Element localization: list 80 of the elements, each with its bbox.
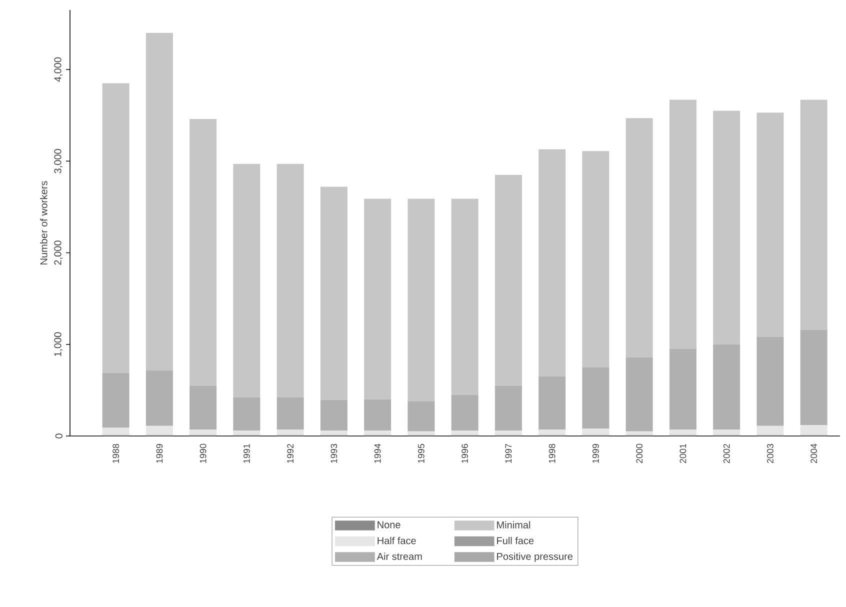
bar	[320, 430, 348, 436]
bar	[626, 118, 653, 358]
y-tick-label: 0	[55, 434, 62, 438]
bar	[669, 430, 696, 436]
x-tick-label: 1992	[287, 444, 294, 463]
bar	[669, 100, 696, 349]
bar	[102, 372, 130, 428]
bar	[102, 428, 130, 436]
bar	[364, 198, 392, 400]
x-tick-label: 1990	[200, 444, 206, 463]
bar	[451, 430, 478, 436]
bar	[190, 119, 217, 386]
bar	[538, 149, 566, 376]
bar	[582, 428, 610, 436]
x-tick-label: 1989	[156, 444, 163, 463]
bar	[451, 198, 478, 395]
bar	[233, 430, 260, 436]
bar	[408, 431, 435, 436]
bar	[408, 198, 435, 402]
x-tick-label: 1999	[592, 444, 599, 463]
bar	[320, 186, 348, 400]
x-tick-label: 2000	[636, 444, 643, 464]
bar	[233, 398, 260, 430]
bar	[800, 424, 828, 436]
y-tick-label: 1,000	[54, 332, 62, 356]
bar	[233, 164, 260, 398]
x-tick-label: 2003	[767, 444, 774, 464]
bar	[364, 430, 392, 436]
bar	[494, 386, 522, 430]
bar	[146, 370, 173, 426]
bar	[494, 174, 522, 386]
bar	[626, 357, 653, 432]
x-tick-label: 1995	[418, 444, 424, 463]
y-tick-label: 4,000	[54, 57, 62, 82]
bar	[190, 386, 217, 430]
legend-label: Half face	[378, 536, 416, 544]
legend-label: Air stream	[376, 552, 422, 560]
x-tick-label: 1993	[330, 444, 338, 463]
x-tick-label: 2001	[680, 444, 686, 464]
legend-label: None	[378, 521, 400, 528]
bar	[756, 337, 784, 426]
x-tick-label: 1998	[548, 444, 556, 463]
bar	[364, 399, 392, 430]
bar	[756, 112, 784, 338]
bar	[102, 83, 130, 373]
bar	[146, 426, 173, 436]
bar	[146, 32, 173, 370]
y-axis-title: Number of workers	[40, 181, 48, 264]
y-tick-label: 2,000	[54, 240, 62, 265]
bar	[276, 164, 304, 398]
bar	[538, 430, 566, 436]
bar	[669, 348, 696, 430]
bar	[320, 400, 348, 430]
x-tick-label: 1996	[462, 444, 468, 463]
bar	[582, 151, 610, 368]
legend-label: Full face	[497, 536, 534, 544]
bar	[276, 398, 304, 430]
bar	[276, 430, 304, 436]
x-tick-label: 2002	[723, 444, 730, 464]
bar	[800, 100, 828, 330]
bar	[451, 394, 478, 430]
bar	[756, 426, 784, 436]
bar	[713, 344, 740, 430]
x-tick-label: 2004	[810, 444, 818, 464]
bar	[538, 376, 566, 430]
bar	[494, 430, 522, 436]
y-tick-label: 3,000	[54, 149, 62, 174]
bar	[800, 330, 828, 425]
x-tick-label: 1997	[505, 444, 512, 463]
x-tick-label: 1988	[112, 444, 120, 463]
x-tick-label: 1991	[244, 444, 250, 463]
bar	[582, 367, 610, 429]
bar	[713, 110, 740, 344]
x-tick-label: 1994	[374, 444, 381, 463]
bar	[626, 431, 653, 436]
legend-label: Positive pressure	[497, 552, 572, 562]
bar	[408, 401, 435, 432]
bar	[713, 430, 740, 436]
legend-label: Minimal	[497, 521, 530, 528]
bar	[190, 430, 217, 436]
